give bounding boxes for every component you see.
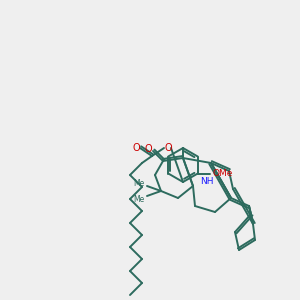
Text: NH: NH (200, 176, 214, 185)
Text: Me: Me (134, 194, 145, 203)
Text: O: O (164, 143, 172, 153)
Text: Me: Me (134, 178, 145, 188)
Text: O: O (144, 144, 152, 154)
Text: O: O (132, 143, 140, 153)
Text: OMe: OMe (212, 169, 233, 178)
